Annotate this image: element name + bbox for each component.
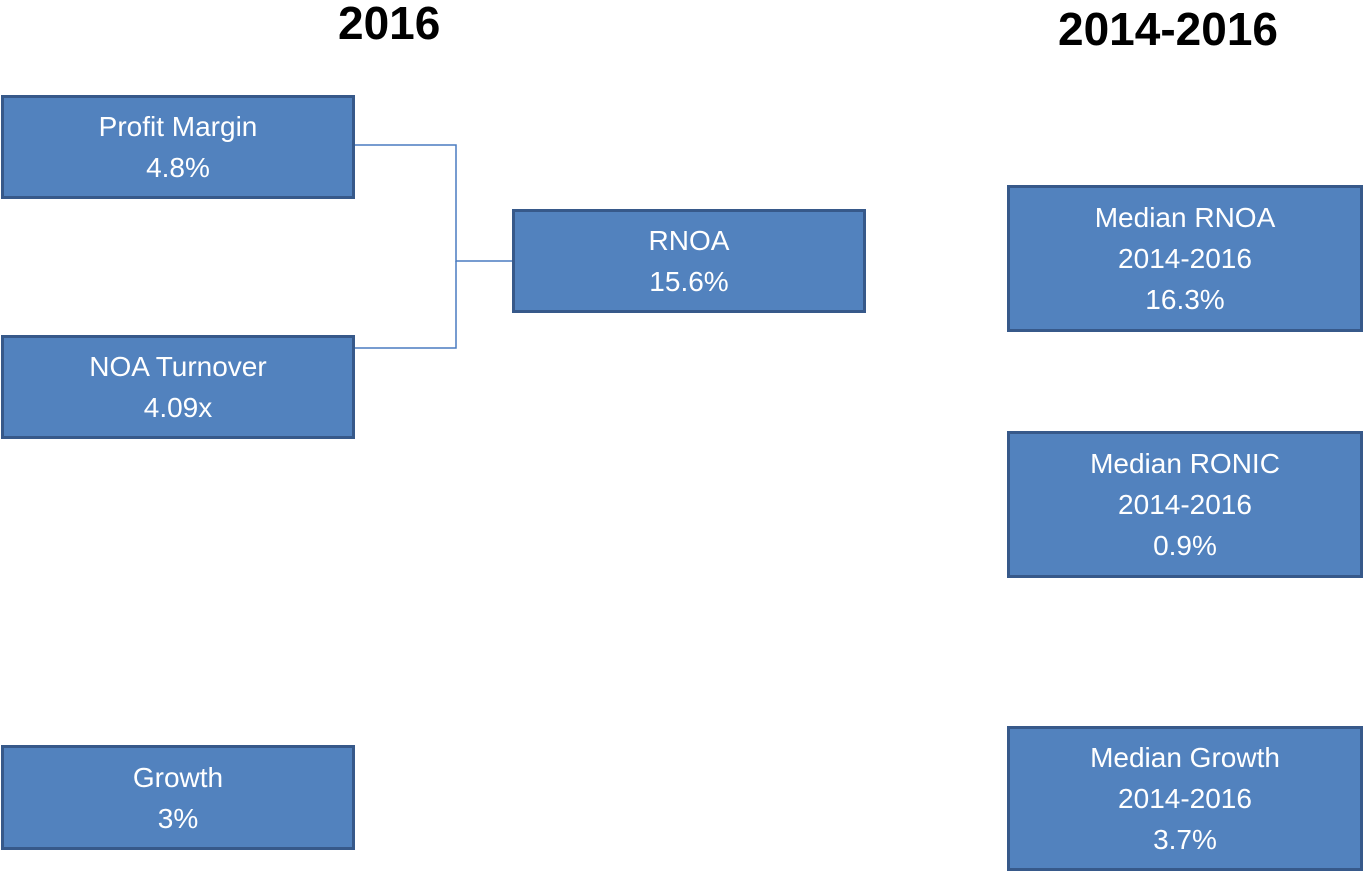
median-growth-period: 2014-2016 (1118, 783, 1252, 814)
profit-margin-value: 4.8% (146, 152, 210, 183)
median-growth-value: 3.7% (1153, 824, 1217, 855)
growth-box: Growth 3% (1, 745, 355, 850)
median-rnoa-box: Median RNOA 2014-2016 16.3% (1007, 185, 1363, 332)
median-rnoa-label: Median RNOA (1094, 202, 1276, 233)
heading-2016: 2016 (338, 0, 441, 49)
noa-turnover-value: 4.09x (143, 392, 213, 423)
median-rnoa-period: 2014-2016 (1118, 243, 1252, 274)
median-rnoa-value: 16.3% (1145, 284, 1225, 315)
rnoa-label: RNOA (648, 225, 730, 256)
noa-turnover-box: NOA Turnover 4.09x (1, 335, 355, 439)
rnoa-box: RNOA 15.6% (512, 209, 866, 313)
median-ronic-label: Median RONIC (1090, 448, 1280, 479)
median-ronic-value: 0.9% (1153, 530, 1217, 561)
profit-margin-box: Profit Margin 4.8% (1, 95, 355, 199)
noa-turnover-label: NOA Turnover (89, 351, 267, 382)
median-growth-box: Median Growth 2014-2016 3.7% (1007, 726, 1363, 871)
profit-margin-label: Profit Margin (98, 111, 258, 142)
growth-value: 3% (157, 802, 199, 834)
median-ronic-period: 2014-2016 (1118, 489, 1252, 520)
median-growth-label: Median Growth (1090, 742, 1280, 773)
heading-2014-2016: 2014-2016 (1058, 3, 1278, 55)
growth-label: Growth (132, 761, 224, 793)
median-ronic-box: Median RONIC 2014-2016 0.9% (1007, 431, 1363, 578)
rnoa-value: 15.6% (649, 266, 729, 297)
connector-noa-turnover (355, 261, 457, 349)
